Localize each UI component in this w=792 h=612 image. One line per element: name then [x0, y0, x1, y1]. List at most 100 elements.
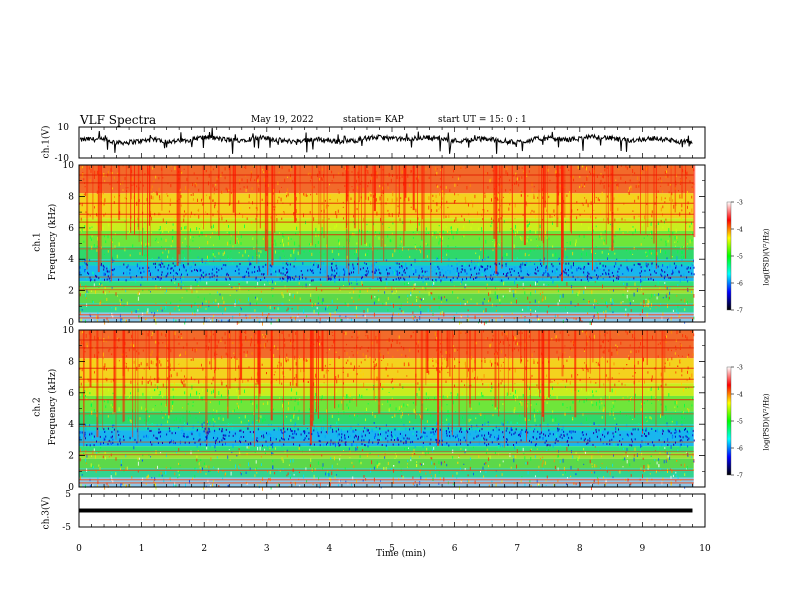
ch2-spectrogram-pixel [606, 466, 608, 470]
ch1-spectrogram-pixel [379, 266, 381, 270]
ch1-spectrogram-pixel [426, 270, 428, 273]
ch1-spectrogram-pixel [152, 196, 154, 200]
ch2-spectrogram-pixel [161, 411, 163, 414]
ch1-spectrogram-lowpsd-pixel [571, 271, 573, 274]
ch2-spectrogram-pixel [679, 346, 681, 349]
ch1-spectrogram-lowpsd-pixel [375, 269, 377, 272]
ch1-spectrogram-pixel [257, 319, 259, 321]
ch1-spectrogram-pixel [397, 205, 399, 208]
ch1-spectrogram-pixel [316, 263, 318, 266]
ch1-spectrogram-pixel [101, 284, 103, 287]
ch1-spectrogram-pixel [220, 215, 222, 217]
ch1-spectrogram-pixel [289, 309, 291, 313]
ch1-spectrogram-pixel [439, 232, 441, 235]
ch1-spectrogram-lowpsd-pixel [317, 266, 319, 268]
ch2-spectrogram-pixel [482, 383, 484, 386]
ch1-spectrogram-pixel [483, 298, 485, 301]
ch1-spectrogram-pixel [619, 228, 621, 231]
ch1-spectrogram-lowpsd-pixel [262, 265, 264, 268]
ch2-spectrogram-pixel [432, 359, 434, 362]
ch1-spectrogram-pixel [245, 188, 247, 192]
ch1-spectrogram-pixel [212, 318, 214, 322]
ch1-spectrogram-pixel [593, 314, 595, 317]
ch1-spectrogram-pixel [321, 178, 323, 181]
ch2-spectrogram-pixel [165, 393, 167, 395]
ch1-spectrogram-pixel [445, 226, 447, 228]
ch1-spectrogram-pixel [622, 273, 624, 275]
ch2-spectrogram-pixel [618, 333, 620, 336]
ch1-spectrogram-pixel [89, 227, 91, 230]
ch1-spectrogram-lowpsd-pixel [140, 271, 142, 274]
ch1-spectrogram-pixel [244, 224, 245, 229]
ch1-spectrogram-pixel [83, 240, 85, 243]
ch1-spectrogram-pixel [612, 311, 614, 314]
ch1-spectrogram-lowpsd-pixel [591, 277, 593, 279]
ch2-spectrogram-pixel [92, 484, 94, 488]
ch2-spectrogram-pixel [190, 376, 192, 380]
ch1-spectrogram-pixel [349, 270, 351, 272]
ch1-spectrogram-pixel [135, 193, 137, 196]
ch1-spectrogram-lowpsd-pixel [362, 267, 364, 270]
ch1-spectrogram-pixel [84, 269, 86, 271]
ch2-spectrogram-pixel [494, 451, 496, 454]
ch1-spectrogram-pixel [447, 269, 449, 271]
ch2-spectrogram-pixel [684, 486, 686, 489]
ch1-spectrogram-pixel [205, 170, 207, 173]
ch1-spectrogram-pixel [281, 186, 282, 188]
ch1-spectrogram-pixel [581, 183, 582, 188]
ch1-spectrogram-pixel [528, 204, 530, 207]
ch1-spectrogram-pixel [257, 175, 259, 179]
ch1-spectrogram-lowpsd-pixel [478, 272, 480, 275]
ch2-spectrogram-pixel [329, 364, 331, 366]
ch2-spectrogram-pixel [660, 414, 661, 418]
ch2-spectrogram-pixel [350, 362, 352, 366]
ch1-spectrogram-lowpsd-pixel [616, 277, 618, 280]
ch1-spectrogram-pixel [555, 170, 557, 174]
ch1-spectrogram-pixel [455, 246, 457, 248]
ch1-spectrogram-band [79, 246, 694, 260]
ch1-spectrogram-pixel [482, 301, 484, 305]
ch1-spectrogram-pixel [646, 252, 648, 256]
ch1-spectrogram-lowpsd-pixel [559, 262, 561, 265]
ch1-spectrogram-pixel [270, 321, 272, 325]
ch2-spectrogram-pixel [601, 402, 603, 405]
ch1-spectrogram-lowpsd-pixel [588, 263, 590, 265]
ch1-spectrogram-pixel [502, 295, 504, 298]
ch1-spectrogram-pixel [153, 192, 155, 194]
ch2-spectrogram-pixel [264, 343, 266, 347]
ch2-spectrogram-pixel [347, 483, 349, 485]
ch1-spectrogram-pixel [538, 234, 540, 238]
ch1-spectrogram-pixel [659, 287, 661, 289]
ch1-spectrogram-pixel [343, 217, 344, 220]
ch1-spectrogram-pixel [153, 315, 155, 318]
ch1-spectrogram-pixel [509, 203, 511, 206]
ch1-spectrogram-pixel [657, 178, 659, 181]
ch1-spectrogram-pixel [624, 219, 626, 221]
ch1-spectrogram-pixel [580, 222, 582, 226]
ch1-spectrogram-pixel [213, 244, 214, 246]
ch2-spectrogram-pixel [677, 449, 679, 453]
ch1-spectrogram-pixel [310, 293, 312, 297]
ch1-spectrogram-pixel [315, 244, 317, 248]
ch1-spectrogram-pixel [125, 319, 127, 323]
ch1-spectrogram-pixel [158, 177, 160, 180]
ch1-spectrogram-pixel [520, 266, 522, 270]
ch1-spectrogram-pixel [677, 191, 679, 193]
ch1-spectrogram-lowpsd-pixel [388, 272, 390, 275]
ch1-spectrogram-pixel [533, 210, 535, 213]
ch1-spectrogram-lowpsd-pixel [361, 276, 363, 279]
ch1-spectrogram-pixel [80, 167, 82, 170]
ch1-spectrogram-pixel [161, 253, 163, 256]
ch1-spectrogram-pixel [687, 280, 689, 283]
ch1-spectrogram-pixel [374, 268, 376, 272]
ch1-spectrogram-pixel [407, 298, 408, 300]
ch1-spectrogram-pixel [563, 218, 564, 220]
ch1-spectrogram-pixel [429, 305, 431, 309]
ch1-spectrogram-pixel [82, 172, 84, 175]
ch1-spectrogram-pixel [343, 285, 344, 287]
ch1-spectrogram-pixel [586, 252, 587, 256]
ch1-spectrogram-lowpsd-pixel [199, 277, 201, 280]
ch2-spectrogram-pixel [662, 429, 664, 432]
ch1-spectrogram-pixel [151, 185, 153, 189]
ch2-spectrogram-pixel [533, 360, 535, 364]
